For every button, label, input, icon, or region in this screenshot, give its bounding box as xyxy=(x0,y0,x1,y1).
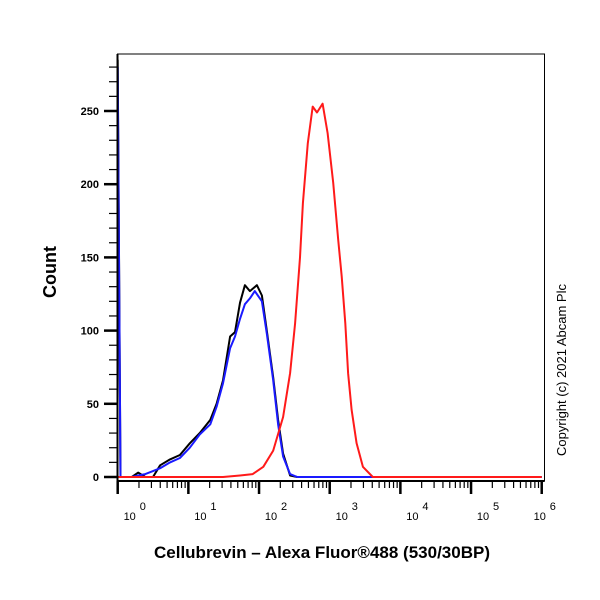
y-tick-label: 0 xyxy=(93,472,99,484)
series-layer xyxy=(116,59,542,478)
y-tick-label: 150 xyxy=(81,252,99,264)
y-tick-label: 250 xyxy=(81,106,99,118)
histogram-series-2 xyxy=(117,102,542,478)
x-tick-exponent: 4 xyxy=(422,501,428,513)
x-tick-base: 10 xyxy=(534,511,546,523)
x-tick-exponent: 2 xyxy=(281,501,287,513)
y-axis-label: Count xyxy=(40,246,60,298)
x-tick-exponent: 6 xyxy=(550,501,556,513)
x-tick-base: 10 xyxy=(265,511,277,523)
x-tick-base: 10 xyxy=(194,511,206,523)
x-tick-base: 10 xyxy=(477,511,489,523)
histogram-series-1 xyxy=(116,67,542,478)
y-tick-label: 50 xyxy=(87,399,99,411)
histogram-series-0 xyxy=(116,59,542,478)
y-tick-label: 200 xyxy=(81,179,99,191)
x-tick-base: 10 xyxy=(124,511,136,523)
x-tick-exponent: 0 xyxy=(140,501,146,513)
y-tick-label: 100 xyxy=(81,326,99,338)
x-tick-exponent: 3 xyxy=(352,501,358,513)
x-tick-label: 10 2 xyxy=(265,501,287,523)
x-tick-label: 10 1 xyxy=(194,501,216,523)
x-tick-label: 10 0 xyxy=(124,501,146,523)
x-tick-exponent: 5 xyxy=(493,501,499,513)
x-tick-label: 10 6 xyxy=(534,501,556,523)
x-axis-label: Cellubrevin – Alexa Fluor®488 (530/30BP) xyxy=(154,543,490,562)
x-tick-base: 10 xyxy=(406,511,418,523)
copyright-annotation: Copyright (c) 2021 Abcam Plc xyxy=(554,284,569,456)
x-tick-label: 10 3 xyxy=(336,501,358,523)
x-tick-label: 10 4 xyxy=(406,501,428,523)
plot-frame xyxy=(117,53,545,482)
x-tick-base: 10 xyxy=(336,511,348,523)
x-tick-label: 10 5 xyxy=(477,501,499,523)
x-tick-exponent: 1 xyxy=(210,501,216,513)
